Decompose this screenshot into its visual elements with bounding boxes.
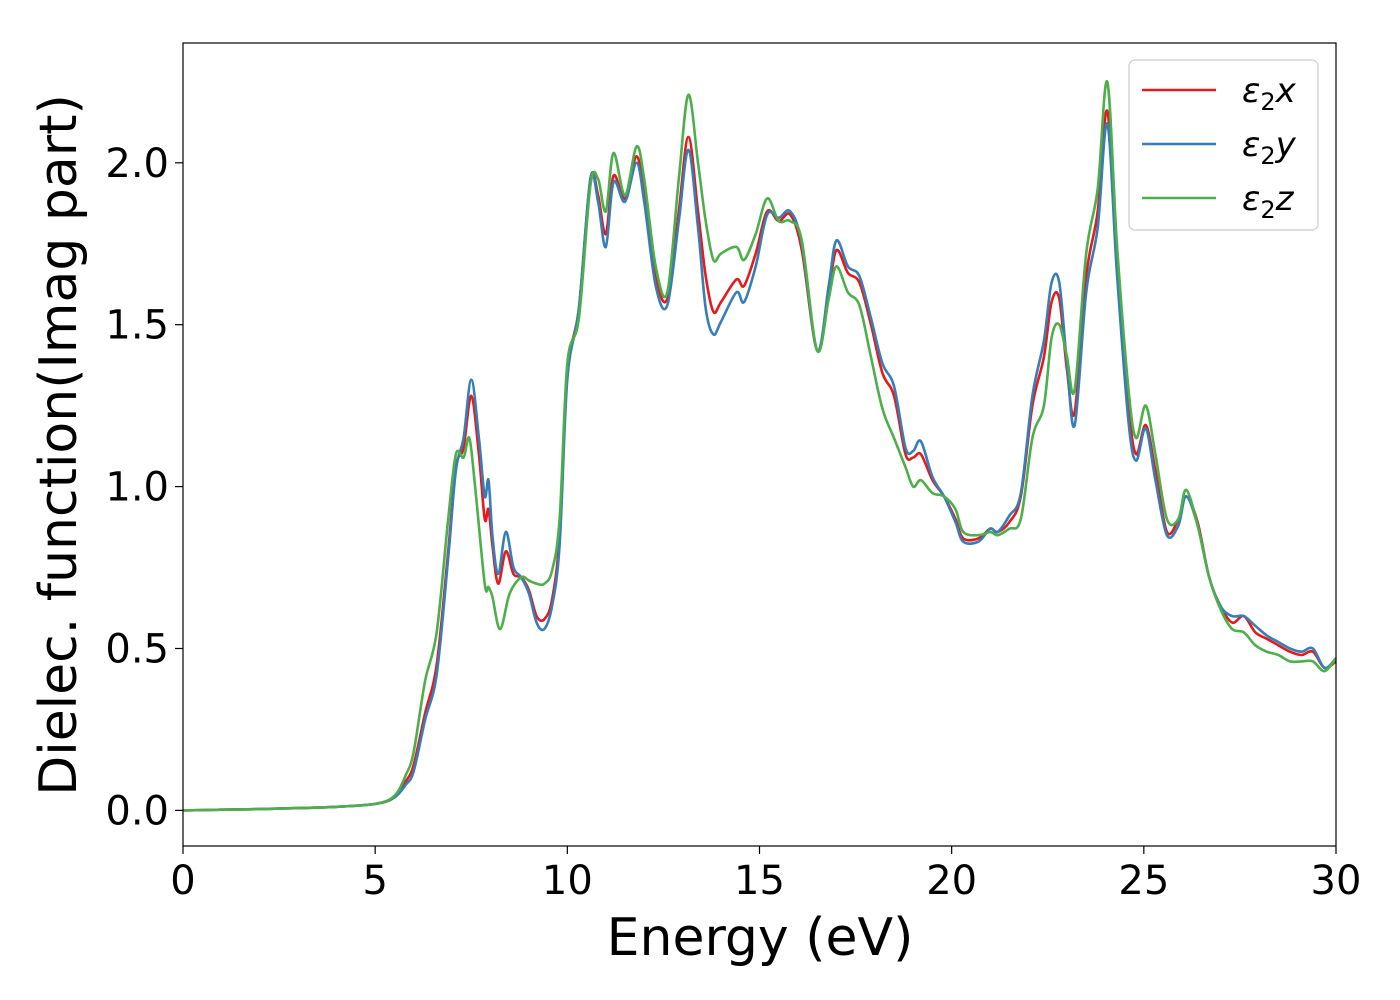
- legend: ε2x ε2y ε2z: [1128, 59, 1319, 231]
- plot-frame: [182, 42, 1337, 847]
- x-tick-label: 0: [170, 858, 195, 904]
- legend-label-y: ε2y: [1242, 125, 1297, 170]
- series-layer: [182, 80, 1338, 812]
- x-tick-label: 5: [362, 858, 387, 904]
- x-tick-label: 10: [542, 858, 593, 904]
- legend-box: [1128, 59, 1319, 231]
- y-tick-label: 1.5: [105, 303, 169, 349]
- x-tick-label: 15: [734, 858, 785, 904]
- legend-items: ε2x ε2y ε2z: [1142, 71, 1297, 224]
- legend-label-x: ε2x: [1242, 71, 1297, 116]
- x-tick-label: 30: [1311, 858, 1362, 904]
- x-tick-label: 25: [1118, 858, 1169, 904]
- x-axis-ticks: 0 5 10 15 20 25 30: [170, 846, 1361, 904]
- y-tick-label: 1.0: [105, 465, 169, 511]
- y-tick-label: 0.0: [105, 788, 169, 834]
- series-line-z: [182, 80, 1338, 812]
- y-tick-label: 2.0: [105, 141, 169, 187]
- legend-label-z: ε2z: [1242, 179, 1295, 224]
- x-tick-label: 20: [926, 858, 977, 904]
- y-tick-label: 0.5: [105, 626, 169, 672]
- y-axis-ticks: 0.0 0.5 1.0 1.5 2.0: [105, 141, 183, 834]
- x-axis-label: Energy (eV): [607, 908, 914, 968]
- y-axis-label: Dielec. function(Imag part): [29, 94, 89, 796]
